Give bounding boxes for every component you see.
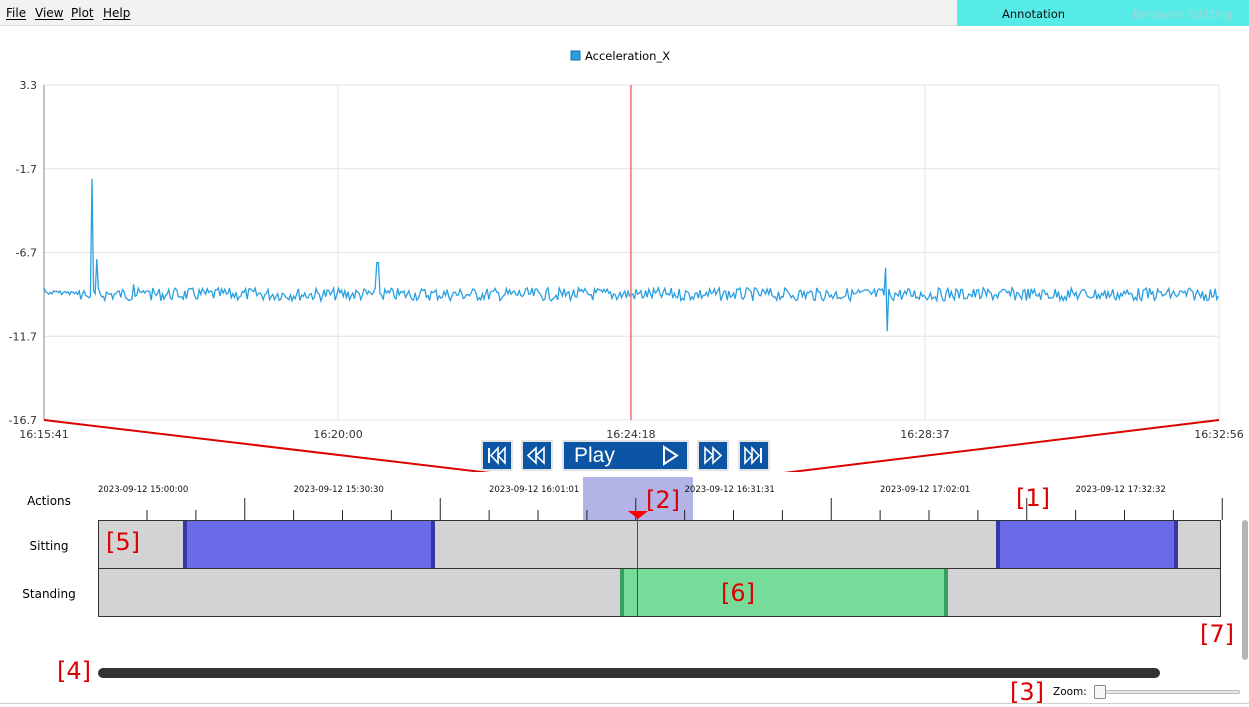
annotation-label: [7] [1200, 620, 1234, 648]
y-tick-label: -16.7 [9, 414, 37, 427]
y-axis: 3.3 -1.7 -6.7 -11.7 -16.7 [9, 79, 37, 427]
annotation-label: [6] [721, 579, 755, 607]
y-tick-label: -6.7 [16, 247, 37, 260]
menu-help[interactable]: Help [103, 6, 131, 20]
y-tick-label: 3.3 [20, 79, 38, 92]
skip-to-end-icon [744, 445, 762, 466]
status-divider [0, 703, 1249, 704]
track-label-sitting: Sitting [29, 539, 69, 553]
legend-label: Acceleration_X [585, 49, 670, 63]
skip-to-start-icon [488, 445, 506, 466]
menu-plot[interactable]: Plot [71, 6, 94, 20]
ruler-label: 2023-09-12 16:01:01 [489, 485, 579, 495]
tab-annotation[interactable]: Annotation [1002, 7, 1066, 21]
ruler-label: 2023-09-12 16:31:31 [685, 485, 775, 495]
ruler-label: 2023-09-12 15:00:00 [98, 485, 188, 495]
annotation-label: [5] [106, 528, 140, 556]
y-tick-label: -1.7 [16, 163, 37, 176]
play-icon [663, 445, 679, 466]
zoom-slider-track[interactable] [1100, 690, 1240, 694]
skip-to-end-button[interactable] [738, 440, 770, 471]
zoom-slider-handle[interactable] [1094, 685, 1106, 699]
menu-bar: File View Plot Help Annotation Behavior … [0, 0, 1249, 26]
ruler-label: 2023-09-12 17:32:32 [1076, 485, 1166, 495]
zoom-label: Zoom: [1053, 686, 1087, 698]
annotation-label: [2] [646, 486, 680, 514]
track-standing[interactable] [98, 568, 1221, 617]
x-tick-label: 16:24:18 [606, 428, 655, 441]
track-label-standing: Standing [22, 587, 76, 601]
acceleration-chart[interactable]: 3.3 -1.7 -6.7 -11.7 -16.7 16:15:41 16:20:00 16… [0, 26, 1249, 446]
legend-swatch [570, 50, 581, 61]
play-button[interactable]: Play [562, 440, 689, 471]
skip-to-start-button[interactable] [481, 440, 513, 471]
annotation-label: [4] [57, 657, 91, 685]
vertical-scrollbar[interactable] [1242, 520, 1248, 660]
ruler-label: 2023-09-12 17:02:01 [880, 485, 970, 495]
rewind-button[interactable] [521, 440, 553, 471]
sitting-segment[interactable] [183, 521, 435, 568]
fast-forward-button[interactable] [697, 440, 729, 471]
rewind-icon [526, 446, 545, 465]
x-tick-label: 16:32:56 [1194, 428, 1243, 441]
y-tick-label: -11.7 [9, 330, 37, 343]
tab-behavior-editing[interactable]: Behavior Editting [1133, 7, 1233, 21]
timeline-ruler[interactable]: 2023-09-12 15:00:00 2023-09-12 15:30:30 20… [0, 472, 1249, 522]
playhead-marker[interactable] [628, 511, 648, 519]
menu-view[interactable]: View [35, 6, 64, 20]
annotation-label: [1] [1016, 484, 1050, 512]
horizontal-scrollbar[interactable] [98, 668, 1160, 678]
annotation-label: [3] [1010, 678, 1044, 706]
mode-tabs: Annotation Behavior Editting [957, 0, 1249, 26]
sitting-segment[interactable] [996, 521, 1178, 568]
track-label-actions: Actions [27, 494, 71, 508]
timeline-playhead-line [637, 512, 638, 616]
fast-forward-icon [704, 446, 723, 465]
x-tick-label: 16:15:41 [19, 428, 68, 441]
ruler-label: 2023-09-12 15:30:30 [294, 485, 384, 495]
standing-segment[interactable] [620, 569, 948, 616]
x-tick-label: 16:20:00 [313, 428, 362, 441]
track-sitting[interactable] [98, 520, 1221, 569]
x-tick-label: 16:28:37 [900, 428, 949, 441]
play-label: Play [574, 444, 615, 467]
menu-file[interactable]: File [6, 6, 27, 20]
